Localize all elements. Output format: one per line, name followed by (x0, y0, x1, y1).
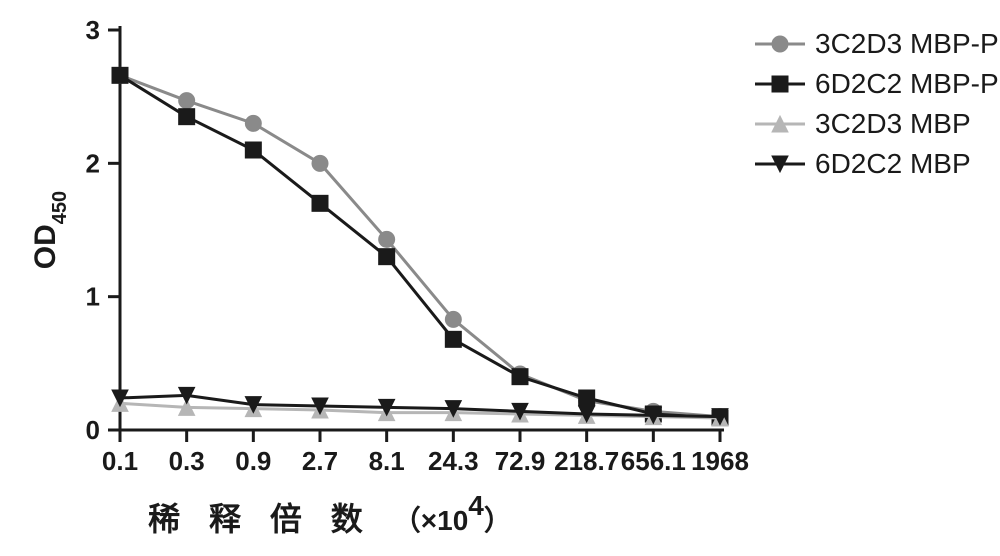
x-tick-label: 0.9 (235, 446, 271, 476)
x-tick-label: 656.1 (621, 446, 686, 476)
x-tick-label: 0.1 (102, 446, 138, 476)
x-tick-label: 1968 (691, 446, 749, 476)
x-tick-label: 0.3 (169, 446, 205, 476)
x-tick-label: 218.7 (554, 446, 619, 476)
x-axis-title: 稀 释 倍 数（×104） (148, 490, 512, 538)
y-tick-label: 1 (86, 282, 100, 312)
legend-label-s4: 6D2C2 MBP (815, 148, 971, 179)
series-line-s2 (120, 75, 720, 418)
x-tick-label: 72.9 (495, 446, 546, 476)
y-axis-title: OD450 (29, 191, 71, 269)
chart-container: 0 1 2 3 0.1 0.3 0.9 2.7 8.1 24.3 72.9 218.7656.1196… (0, 0, 1000, 556)
x-tick-label: 8.1 (369, 446, 405, 476)
x-tick-label: 24.3 (428, 446, 479, 476)
legend-label-s1: 3C2D3 MBP-PGII (815, 28, 1000, 59)
line-chart: 0 1 2 3 0.1 0.3 0.9 2.7 8.1 24.3 72.9 218.7656.1196… (0, 0, 1000, 556)
y-tick-label: 0 (86, 415, 100, 445)
x-tick-label: 2.7 (302, 446, 338, 476)
y-tick-label: 2 (86, 148, 100, 178)
legend-label-s3: 3C2D3 MBP (815, 108, 971, 139)
legend-label-s2: 6D2C2 MBP-PGII (815, 68, 1000, 99)
y-tick-label: 3 (86, 15, 100, 45)
series-line-s1 (120, 75, 720, 416)
